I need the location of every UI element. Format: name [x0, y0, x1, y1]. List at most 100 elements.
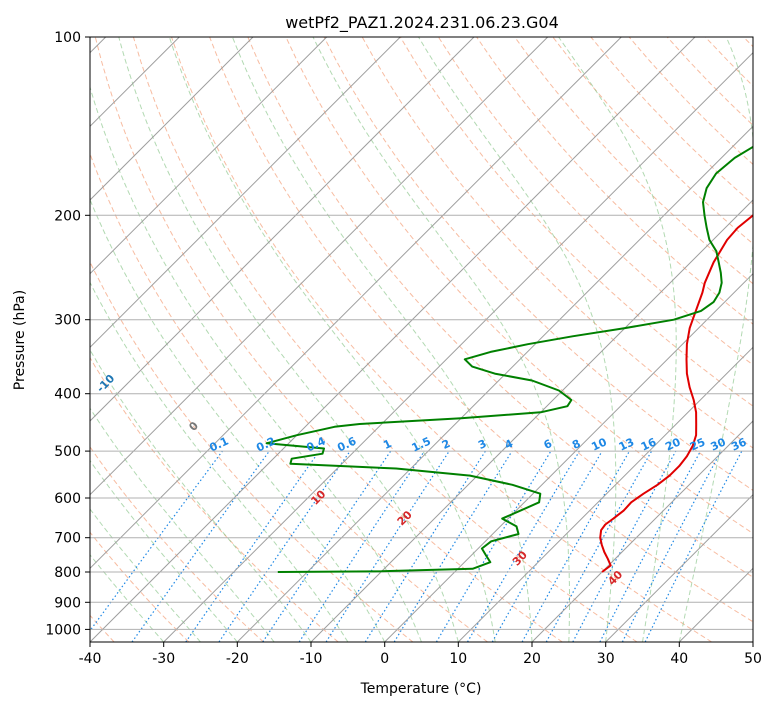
y-axis-label: Pressure (hPa)	[12, 290, 28, 390]
y-axis-ticks: 100 200 300 400 500 600 700 800 900 1000	[45, 30, 90, 638]
dry-adiabat-line	[514, 37, 753, 285]
dewpoint-profile-line	[265, 145, 753, 573]
isotherm-line	[310, 199, 753, 642]
mixing-ratio-line	[298, 450, 425, 642]
x-tick-label: 40	[670, 651, 688, 667]
mixing-ratio-line	[262, 450, 392, 642]
isotherm-line	[678, 567, 753, 642]
dry-adiabat-line	[437, 37, 753, 366]
mixing-ratio-line	[325, 450, 450, 642]
isotherm-line	[457, 346, 753, 642]
dry-adiabats	[90, 37, 753, 642]
mixing-ratio-line	[521, 450, 631, 642]
dry-adiabat-line	[552, 37, 753, 245]
isotherm-line	[90, 37, 696, 642]
y-tick-label: 800	[54, 565, 81, 581]
isotherm-line	[90, 37, 475, 422]
x-tick-label: 10	[449, 651, 467, 667]
plot-frame	[89, 36, 754, 643]
mixing-ratio-line	[393, 450, 513, 642]
mixing-ratio-line	[185, 450, 320, 642]
dry-adiabat-label: 0	[186, 419, 201, 434]
y-tick-label: 900	[54, 595, 81, 611]
dry-adiabat-line	[247, 37, 753, 578]
moist-adiabat-line	[678, 37, 753, 642]
dry-adiabat-line	[285, 37, 753, 535]
mixing-ratio-label: 30	[709, 435, 729, 453]
x-tick-label: 50	[744, 651, 762, 667]
y-tick-label: 600	[54, 491, 81, 507]
dry-adiabat-line	[590, 37, 753, 205]
dry-adiabat-line	[90, 152, 488, 642]
mixing-ratio-line	[545, 450, 653, 642]
isotherm-line	[90, 37, 254, 201]
mixing-ratio-line	[599, 450, 702, 642]
dry-adiabat-line	[90, 446, 264, 642]
dry-adiabat-line	[399, 37, 753, 407]
mixing-ratio-label: 10	[589, 435, 609, 453]
mixing-ratio-label: 8	[570, 437, 582, 452]
x-tick-label: -20	[226, 651, 249, 667]
mixing-ratio-label: 20	[663, 435, 683, 453]
x-tick-label: -10	[300, 651, 323, 667]
moist-adiabat-line	[90, 349, 312, 642]
dry-adiabat-label: -10	[94, 372, 117, 395]
y-tick-label: 100	[54, 30, 81, 46]
mixing-ratio-line	[90, 450, 223, 632]
mixing-ratio-line	[644, 450, 743, 642]
isotherm-line	[163, 51, 753, 642]
sounding-profiles	[265, 145, 753, 573]
moist-adiabat-line	[90, 407, 275, 642]
isotherm-line	[531, 420, 753, 642]
x-axis-ticks: -40 -30 -20 -10 0 10 20 30 40 50	[79, 642, 762, 667]
dry-adiabat-line	[90, 531, 190, 642]
moist-adiabat-line	[90, 281, 349, 642]
y-tick-label: 1000	[45, 622, 81, 638]
y-tick-label: 400	[54, 387, 81, 403]
mixing-ratio-label: 25	[688, 435, 707, 453]
mixing-ratio-line	[572, 450, 677, 642]
dry-adiabat-line	[171, 37, 712, 642]
moist-adiabat-line	[418, 37, 617, 642]
dry-adiabat-label: 40	[605, 568, 625, 588]
mixing-ratio-label: 16	[639, 435, 659, 453]
moist-adiabat-line	[231, 37, 533, 642]
isotherm-line	[605, 493, 753, 642]
dry-adiabat-label: 30	[510, 548, 530, 568]
moist-adiabats	[90, 37, 753, 642]
x-tick-label: 30	[597, 651, 615, 667]
x-axis-label: Temperature (°C)	[360, 681, 482, 697]
plot-area: -100-90-80-70-60-50-40-30-20-10010203040…	[90, 37, 753, 642]
moist-adiabat-line	[90, 508, 201, 642]
isotherm-line	[90, 37, 401, 349]
isotherm-line	[236, 125, 753, 642]
dry-adiabat-line	[90, 356, 339, 642]
y-tick-label: 700	[54, 531, 81, 547]
dry-adiabat-line	[209, 37, 753, 623]
isotherm-line	[384, 272, 753, 642]
dry-adiabat-line	[361, 37, 753, 449]
moist-adiabat-line	[90, 198, 386, 642]
dry-adiabat-line	[743, 37, 753, 48]
y-tick-label: 500	[54, 444, 81, 460]
isotherm-line	[90, 37, 549, 496]
isotherms	[90, 37, 753, 642]
mixing-ratio-line	[218, 450, 351, 642]
mixing-ratio-line	[621, 450, 722, 642]
moist-adiabat-line	[558, 37, 677, 642]
moist-adiabat-line	[118, 37, 459, 642]
dry-adiabat-line	[704, 37, 753, 87]
isotherm-line	[90, 37, 622, 570]
y-tick-label: 300	[54, 313, 81, 329]
mixing-ratio-line	[131, 450, 270, 642]
moist-adiabat-line	[90, 459, 238, 642]
dry-adiabat-line	[94, 37, 563, 642]
mixing-ratio-label: 36	[729, 435, 749, 453]
moist-adiabat-line	[168, 37, 496, 642]
dry-adiabat-line	[132, 37, 638, 642]
mixing-ratio-lines	[90, 450, 743, 642]
mixing-ratio-label: 1	[381, 437, 393, 452]
isotherm-line	[752, 641, 753, 642]
mixing-ratio-label: 2	[440, 437, 452, 452]
x-tick-label: 20	[523, 651, 541, 667]
